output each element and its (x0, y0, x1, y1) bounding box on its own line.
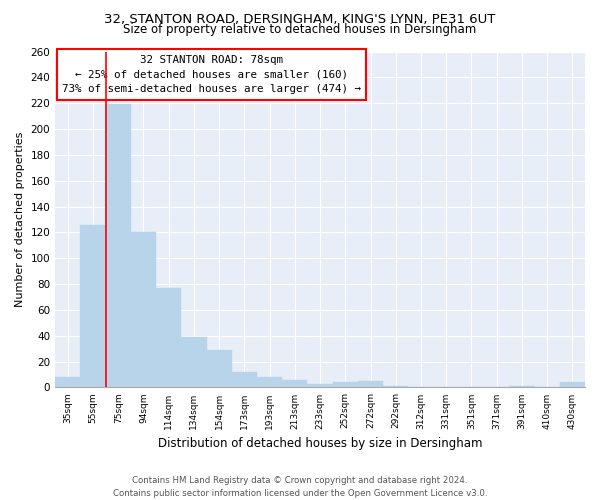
Bar (156, 288, 181, 388)
Bar (282, 380, 307, 388)
Bar (181, 337, 206, 388)
Bar (358, 381, 383, 388)
Bar (206, 350, 232, 388)
Text: Contains HM Land Registry data © Crown copyright and database right 2024.
Contai: Contains HM Land Registry data © Crown c… (113, 476, 487, 498)
Bar (131, 232, 156, 388)
Bar (257, 377, 282, 388)
Text: 32, STANTON ROAD, DERSINGHAM, KING'S LYNN, PE31 6UT: 32, STANTON ROAD, DERSINGHAM, KING'S LYN… (104, 12, 496, 26)
Bar (509, 386, 535, 388)
Bar (106, 104, 131, 388)
Bar (55, 377, 80, 388)
Bar (332, 382, 358, 388)
Bar (232, 372, 257, 388)
Bar (80, 224, 106, 388)
Text: Size of property relative to detached houses in Dersingham: Size of property relative to detached ho… (124, 22, 476, 36)
X-axis label: Distribution of detached houses by size in Dersingham: Distribution of detached houses by size … (158, 437, 482, 450)
Bar (307, 384, 332, 388)
Bar (383, 386, 409, 388)
Y-axis label: Number of detached properties: Number of detached properties (15, 132, 25, 307)
Bar (560, 382, 585, 388)
Text: 32 STANTON ROAD: 78sqm
← 25% of detached houses are smaller (160)
73% of semi-de: 32 STANTON ROAD: 78sqm ← 25% of detached… (62, 55, 361, 94)
